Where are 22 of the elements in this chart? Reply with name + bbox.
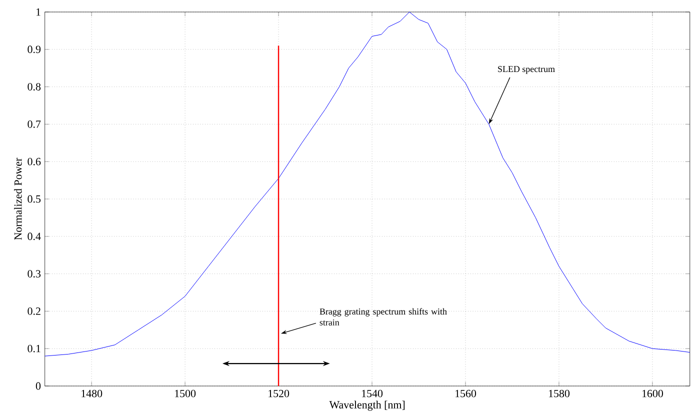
y-tick-label: 0.8 bbox=[28, 83, 41, 91]
x-tick-label: 1560 bbox=[456, 390, 476, 398]
x-tick-label: 1500 bbox=[175, 390, 196, 398]
y-tick-label: 0.4 bbox=[28, 232, 41, 240]
x-tick-label: 1520 bbox=[268, 390, 290, 398]
y-tick-label: 0.5 bbox=[28, 195, 41, 203]
y-tick-label: 0 bbox=[36, 382, 41, 390]
x-tick-label: 1540 bbox=[362, 390, 383, 398]
y-tick-label: 0.7 bbox=[28, 120, 41, 128]
x-axis-title: Wavelength [nm] bbox=[329, 400, 405, 411]
x-tick-label: 1480 bbox=[82, 390, 102, 398]
y-tick-label: 0.9 bbox=[28, 46, 41, 54]
y-axis-title: Normalized Power bbox=[14, 158, 22, 240]
x-tick-label: 1580 bbox=[548, 390, 570, 398]
y-tick-label: 0.2 bbox=[28, 307, 40, 315]
y-tick-label: 0.1 bbox=[28, 344, 40, 352]
x-tick-label: 1600 bbox=[642, 390, 663, 398]
y-tick-label: 0.6 bbox=[28, 158, 41, 166]
annotation: Bragg grating spectrum shifts with strain bbox=[320, 308, 447, 326]
y-tick-label: 1 bbox=[36, 8, 40, 16]
y-tick-label: 0.3 bbox=[28, 270, 41, 278]
annotation: SLED spectrum bbox=[498, 66, 555, 74]
